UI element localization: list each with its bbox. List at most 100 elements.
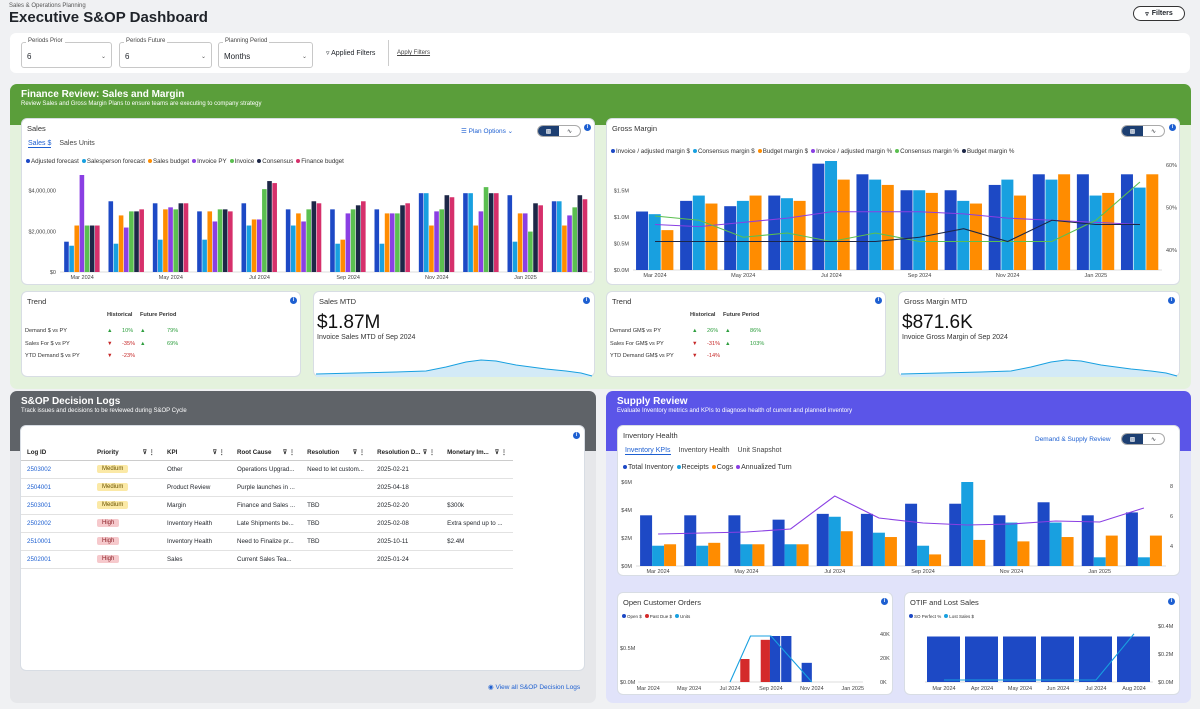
legend-item[interactable]: Finance budget — [293, 158, 344, 165]
log-id-link[interactable]: 2502001 — [27, 555, 52, 563]
view-all-logs-link[interactable]: ◉ View all S&OP Decision Logs — [488, 683, 580, 691]
legend-item[interactable]: Invoice PY — [189, 158, 227, 165]
applied-filters[interactable]: ▿ Applied Filters — [326, 49, 375, 57]
kpi-cell: Margin — [167, 501, 186, 509]
log-id-link[interactable]: 2504001 — [27, 483, 52, 491]
log-id-link[interactable]: 2510001 — [27, 537, 52, 545]
demand-supply-review-link[interactable]: Demand & Supply Review — [1035, 436, 1111, 443]
table-cell: 2025-10-11 — [371, 532, 442, 551]
info-icon[interactable]: i — [573, 432, 580, 439]
table-row[interactable]: 2504001 Medium Product Review Purple launch… — [21, 478, 514, 497]
column-header[interactable]: Log ID — [21, 446, 91, 461]
legend-item[interactable]: Receipts — [674, 464, 709, 471]
filters-button[interactable]: ▿ Filters — [1133, 6, 1185, 21]
otif-title: OTIF and Lost Sales — [910, 598, 979, 607]
legend-item[interactable]: Adjusted forecast — [23, 158, 79, 165]
legend-item[interactable]: Invoice — [227, 158, 254, 165]
root-cause-cell: Current Sales Tea... — [237, 555, 292, 563]
legend-item[interactable]: SO Perfect % — [906, 614, 941, 619]
resolution-date-cell: 2025-01-24 — [377, 555, 409, 563]
plan-options-button[interactable]: ☰ Plan Options ⌄ — [461, 128, 514, 135]
legend-item[interactable]: Budget margin % — [959, 148, 1014, 155]
bar-chart-icon[interactable]: ▩ — [1122, 434, 1143, 444]
bar — [1045, 179, 1058, 270]
x-tick-label: May 2024 — [734, 569, 758, 575]
legend-item[interactable]: Consensus margin % — [892, 148, 959, 155]
bar-chart-icon[interactable]: ▩ — [538, 126, 559, 136]
legend-item[interactable]: Lost Sales $ — [941, 614, 974, 619]
legend-item[interactable]: Budget margin $ — [755, 148, 808, 155]
legend-swatch — [676, 465, 681, 469]
column-filter-icon[interactable]: ⊽ ⋮ — [422, 449, 436, 457]
info-icon[interactable]: i — [875, 297, 882, 304]
column-filter-icon[interactable]: ⊽ ⋮ — [212, 449, 225, 457]
table-row[interactable]: 2502002 High Inventory Health Late Shipment… — [21, 514, 514, 533]
info-icon[interactable]: i — [584, 124, 591, 131]
x-tick-label: Nov 2024 — [425, 275, 449, 281]
info-icon[interactable]: i — [583, 297, 590, 304]
bar — [1032, 174, 1045, 270]
info-icon[interactable]: i — [881, 598, 888, 605]
table-cell: Finance and Sales ... — [231, 496, 302, 515]
log-id-link[interactable]: 2503001 — [27, 501, 52, 509]
bar-chart-icon[interactable]: ▩ — [1122, 126, 1143, 136]
legend-item[interactable]: Sales budget — [145, 158, 189, 165]
bar — [113, 243, 119, 272]
legend-item[interactable]: Consensus margin $ — [690, 148, 755, 155]
info-icon[interactable]: i — [1168, 598, 1175, 605]
x-tick-label: Jul 2024 — [249, 275, 270, 281]
trend-future-value: 103% — [750, 340, 765, 347]
info-icon[interactable]: i — [290, 297, 297, 304]
legend-item[interactable]: Cogs — [709, 464, 733, 471]
line-chart-icon[interactable]: ∿ — [1150, 128, 1157, 135]
line-chart-icon[interactable]: ∿ — [566, 128, 573, 135]
column-filter-icon[interactable]: ⊽ ⋮ — [352, 449, 366, 457]
info-icon[interactable]: i — [1168, 297, 1175, 304]
table-row[interactable]: 2510001 High Inventory Health Need to Final… — [21, 532, 514, 551]
chart-type-toggle[interactable]: ▩ ∿ — [1121, 125, 1165, 137]
bar — [95, 225, 100, 272]
column-header[interactable]: KPI ⊽ ⋮ — [161, 446, 231, 461]
legend-item[interactable]: Consensus — [254, 158, 293, 165]
bar — [84, 225, 90, 272]
periods-future-select[interactable]: Periods Future 6 ⌄ — [119, 38, 212, 68]
column-header[interactable]: Monetary Im... ⊽ ⋮ — [441, 446, 514, 461]
legend-item[interactable]: Open $ — [619, 614, 642, 619]
table-row[interactable]: 2503002 Medium Other Operations Upgrad... Ne… — [21, 460, 514, 479]
table-cell — [441, 460, 514, 479]
column-header[interactable]: Resolution D... ⊽ ⋮ — [371, 446, 442, 461]
tab-inventory-health[interactable]: Inventory Health — [678, 447, 730, 454]
legend-item[interactable]: Annualized Turn — [733, 464, 792, 471]
orders-title: Open Customer Orders — [623, 598, 701, 607]
column-filter-icon[interactable]: ⊽ ⋮ — [142, 449, 155, 457]
tab-inventory-kpis[interactable]: Inventory KPIs — [625, 447, 671, 455]
legend-item[interactable]: Past Due $ — [642, 614, 672, 619]
column-header[interactable]: Priority ⊽ ⋮ — [91, 446, 161, 461]
table-cell: Medium — [91, 460, 161, 479]
legend-item[interactable]: Total Inventory — [620, 464, 674, 471]
log-id-link[interactable]: 2503002 — [27, 465, 52, 473]
chart-type-toggle[interactable]: ▩ ∿ — [537, 125, 581, 137]
table-row[interactable]: 2503001 Medium Margin Finance and Sales ...… — [21, 496, 514, 515]
root-cause-cell: Need to Finalize pr... — [237, 537, 294, 545]
line-chart-icon[interactable]: ∿ — [1150, 436, 1157, 443]
info-icon[interactable]: i — [1169, 124, 1176, 131]
legend-item[interactable]: Units — [672, 614, 690, 619]
legend-item[interactable]: Invoice / adjusted margin % — [808, 148, 892, 155]
sales-trend-card: Trend i Historical Future Period Demand … — [21, 291, 301, 377]
legend-item[interactable]: Invoice / adjusted margin $ — [608, 148, 690, 155]
planning-period-select[interactable]: Planning Period Months ⌄ — [218, 38, 313, 68]
column-header[interactable]: Root Cause ⊽ ⋮ — [231, 446, 302, 461]
tab-unit-snapshot[interactable]: Unit Snapshot — [737, 447, 782, 454]
column-filter-icon[interactable]: ⊽ ⋮ — [494, 449, 508, 457]
legend-item[interactable]: Salesperson forecast — [79, 158, 145, 165]
column-filter-icon[interactable]: ⊽ ⋮ — [282, 449, 296, 457]
tab-sales-units[interactable]: Sales Units — [59, 140, 95, 147]
apply-filters-link[interactable]: Apply Filters — [397, 50, 431, 56]
table-row[interactable]: 2502001 High Sales Current Sales Tea... 2025… — [21, 550, 514, 569]
chart-type-toggle[interactable]: ▩ ∿ — [1121, 433, 1165, 445]
log-id-link[interactable]: 2502002 — [27, 519, 52, 527]
column-header[interactable]: Resolution ⊽ ⋮ — [301, 446, 372, 461]
tab-sales-dollars[interactable]: Sales $ — [28, 140, 52, 148]
periods-prior-select[interactable]: Periods Prior 6 ⌄ — [21, 38, 112, 68]
